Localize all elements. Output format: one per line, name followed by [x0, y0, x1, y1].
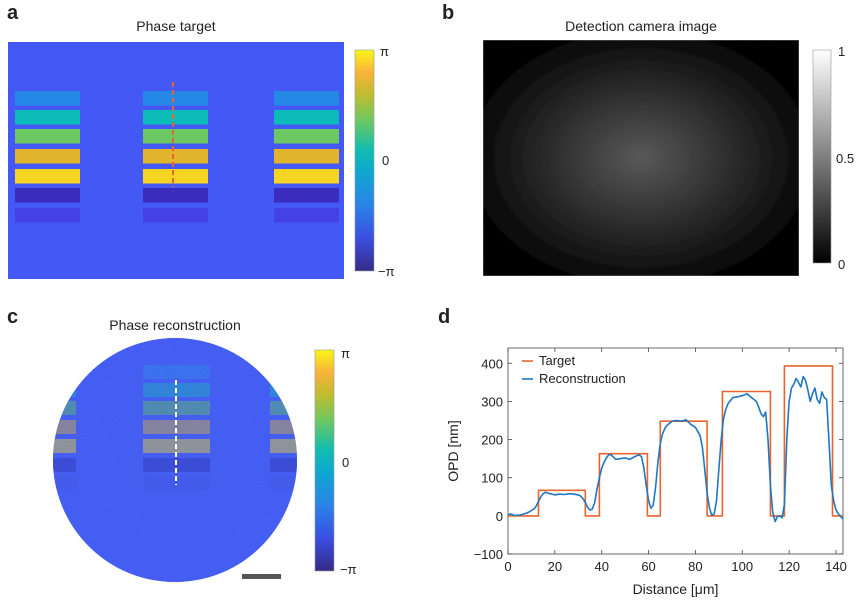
panel-title-b: Detection camera image — [565, 18, 717, 34]
phase-bar — [15, 169, 80, 184]
x-tick-label: 60 — [641, 559, 655, 574]
reconstruction-bar — [270, 365, 297, 379]
colorbar-a-tick-max: π — [380, 44, 389, 59]
panel-title-c: Phase reconstruction — [109, 317, 241, 333]
phase-bar — [274, 91, 339, 106]
phase-bar — [274, 149, 339, 164]
x-tick-label: 80 — [688, 559, 702, 574]
phase-bar — [143, 149, 208, 164]
x-axis-label: Distance [μm] — [633, 581, 719, 597]
phase-target-bars — [15, 91, 339, 223]
y-axis-label: OPD [nm] — [445, 420, 461, 481]
panel-label-c: c — [7, 306, 19, 328]
colorbar-b-tick-min: 0 — [838, 257, 846, 272]
y-tick-label: −100 — [474, 547, 503, 562]
colorbar-b — [812, 49, 832, 264]
colorbar-a-tick-mid: 0 — [382, 153, 390, 168]
x-tick-label: 40 — [594, 559, 608, 574]
phase-bar — [143, 91, 208, 106]
phase-reconstruction-image — [53, 338, 297, 582]
phase-bar — [143, 169, 208, 184]
panel-label-b: b — [442, 2, 455, 24]
x-tick-label: 120 — [778, 559, 800, 574]
series-reconstruction — [507, 375, 844, 523]
phase-bar — [15, 149, 80, 164]
phase-bar — [15, 91, 80, 106]
phase-bar — [274, 188, 339, 203]
opd-profile-chart: 0 20 40 60 80 100 120 140−1000100200300400Dista… — [445, 347, 847, 597]
phase-bar — [274, 169, 339, 184]
phase-bar — [15, 188, 80, 203]
colorbar-a-tick-min: −π — [378, 264, 395, 279]
series-target — [508, 365, 843, 517]
colorbar-c-tick-mid: 0 — [342, 455, 350, 470]
x-tick-label: 100 — [731, 559, 753, 574]
plot-area — [507, 347, 844, 555]
phase-bar — [143, 129, 208, 144]
phase-bar — [15, 110, 80, 125]
reconstruction-bar — [53, 365, 76, 379]
legend-label-reconstruction: Reconstruction — [539, 371, 626, 386]
panel-label-a: a — [7, 2, 19, 24]
y-tick-label: 400 — [481, 356, 503, 371]
x-tick-label: 140 — [825, 559, 847, 574]
scale-bar — [242, 574, 281, 579]
legend-label-target: Target — [539, 353, 576, 368]
colorbar-c-tick-min: −π — [340, 562, 357, 577]
colorbar-b-tick-mid: 0.5 — [836, 151, 855, 166]
y-tick-label: 300 — [481, 394, 503, 409]
y-tick-label: 200 — [481, 433, 503, 448]
camera-image — [482, 39, 800, 277]
panel-label-d: d — [438, 306, 451, 328]
phase-bar — [143, 188, 208, 203]
phase-bar — [274, 110, 339, 125]
phase-bar — [143, 208, 208, 223]
y-tick-label: 100 — [481, 471, 503, 486]
phase-bar — [15, 129, 80, 144]
phase-bar — [143, 110, 208, 125]
colorbar-c-tick-max: π — [341, 346, 350, 361]
phase-bar — [15, 208, 80, 223]
colorbar-c — [314, 349, 335, 572]
colorbar-b-tick-max: 1 — [838, 44, 846, 59]
phase-bar — [274, 129, 339, 144]
y-tick-label: 0 — [496, 509, 503, 524]
panel-title-a: Phase target — [136, 18, 216, 34]
x-tick-label: 20 — [548, 559, 562, 574]
reconstruction-bar — [53, 383, 76, 397]
x-tick-label: 0 — [504, 559, 511, 574]
phase-bar — [274, 208, 339, 223]
colorbar-a — [354, 49, 375, 272]
